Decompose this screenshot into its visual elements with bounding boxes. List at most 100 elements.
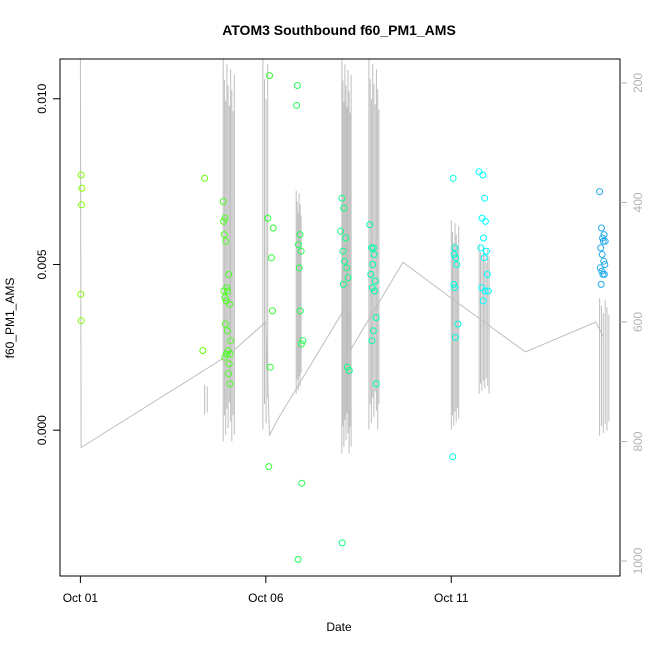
data-point [369,261,377,268]
data-point [220,231,228,239]
data-point [296,307,304,315]
data-point [264,214,272,222]
data-point [372,314,380,321]
data-point [370,251,378,258]
data-point [483,247,490,255]
data-point [221,214,229,222]
data-point [298,479,306,487]
data-point [369,327,377,335]
data-point [338,539,346,547]
data-point [267,254,275,262]
data-point [478,214,486,222]
data-point [199,347,207,355]
data-point [601,237,609,245]
data-point [77,317,85,325]
data-point [451,284,459,292]
data-point [221,353,229,361]
data-point [452,254,460,262]
data-point [224,287,232,295]
data-point [600,231,608,239]
data-point [343,363,351,371]
data-point [600,257,608,265]
data-point [369,244,377,252]
data-point [372,380,380,388]
right-axis: 200 400 600 800 1000 [620,73,645,574]
data-point [599,237,607,245]
data-point [227,337,235,345]
x-axis: Oct 01 Oct 06 Oct 11 [63,575,469,605]
data-point [269,307,276,315]
y-axis: 0.000 0.005 0.010 [35,83,60,445]
data-point [596,264,604,272]
data-point [475,168,483,176]
data-point [224,370,232,378]
data-point [269,224,277,232]
data-point [266,72,273,80]
data-point [340,204,348,212]
data-point [450,251,458,258]
x-tick-label: Oct 01 [63,591,99,605]
data-point [266,363,274,371]
data-point [453,261,461,268]
data-point [451,333,459,341]
data-point [295,264,303,272]
data-point [294,555,302,563]
data-point [225,270,233,278]
right-tick-label: 200 [631,73,645,93]
data-point [597,244,605,252]
data-point [222,237,230,245]
data-point [343,264,351,272]
plot-frame [59,58,621,577]
data-point [77,171,85,179]
right-tick-label: 400 [631,192,645,212]
data-point [299,337,307,345]
data-point [483,270,491,278]
data-point [479,171,487,179]
data-point [223,284,231,292]
data-point [341,257,348,265]
data-point [481,287,489,295]
data-point [477,244,485,252]
data-point [226,380,234,388]
data-point [600,270,608,278]
data-point [481,217,489,225]
right-tick-label: 800 [631,431,645,451]
altitude-lines [79,58,610,454]
data-point [296,231,304,239]
data-point [450,280,458,288]
data-point [598,251,606,258]
data-point [601,261,609,268]
data-point [449,453,457,461]
data-point [596,188,604,196]
data-point [225,360,233,368]
data-points [77,72,609,563]
data-point [293,101,301,109]
data-point [480,254,488,262]
data-point [481,194,489,202]
right-tick-label: 1000 [631,547,645,574]
data-point [368,337,376,345]
data-point [77,290,85,298]
data-point [366,221,374,229]
data-point [479,297,487,305]
data-point [219,198,227,205]
data-point [226,350,234,358]
data-point [597,280,605,288]
data-point [367,270,375,278]
x-tick-label: Oct 11 [434,591,469,605]
data-point [484,287,492,295]
data-point [339,247,347,255]
data-point [449,174,457,182]
data-point [454,320,462,328]
data-point [265,463,273,471]
data-point [226,300,233,308]
data-point [339,280,347,288]
data-point [223,327,231,335]
data-point [293,82,301,89]
data-point [337,227,345,235]
data-point [223,350,230,358]
data-point [338,194,346,202]
right-tick-label: 600 [631,312,645,332]
data-point [201,174,209,182]
